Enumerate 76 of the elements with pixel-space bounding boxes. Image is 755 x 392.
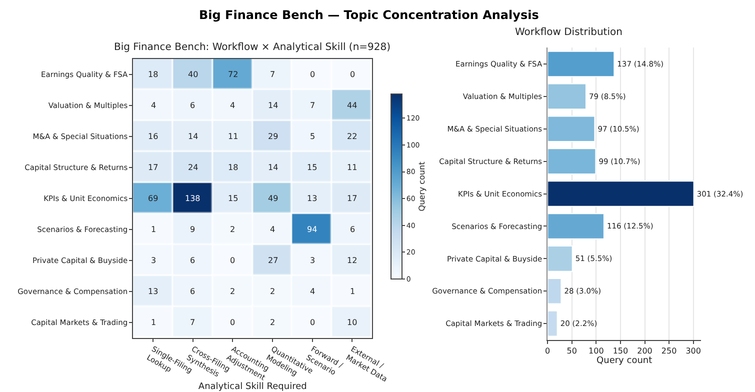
data-label: 0 <box>230 256 236 265</box>
data-label: 29 <box>268 132 278 141</box>
x-tick-label: 50 <box>566 346 577 356</box>
x-tick-label: 100 <box>588 346 604 356</box>
data-label: 24 <box>188 163 198 172</box>
data-label: 16 <box>148 132 158 141</box>
data-label: 6 <box>190 256 196 265</box>
data-label: 9 <box>190 225 196 234</box>
bar <box>548 116 596 142</box>
bar <box>548 83 586 110</box>
data-label: 14 <box>268 101 278 110</box>
data-label: 17 <box>148 163 158 172</box>
data-label: 0 <box>310 318 316 327</box>
data-label: 7 <box>270 70 276 79</box>
data-label: 49 <box>268 194 278 203</box>
bar <box>548 213 604 240</box>
data-label: 2 <box>230 225 236 234</box>
data-label: 69 <box>148 194 158 203</box>
data-label: 40 <box>188 70 198 79</box>
data-label: 1 <box>151 225 156 234</box>
data-label: 6 <box>350 225 356 234</box>
data-label: 4 <box>230 101 236 110</box>
data-label: 138 <box>185 194 200 203</box>
data-label: 1 <box>350 287 356 296</box>
data-label: 14 <box>188 132 198 141</box>
x-tick-label: 200 <box>637 346 652 356</box>
x-tick-label: 250 <box>661 346 677 356</box>
chart-subtitle: Big Finance Bench: Workflow × Analytical Skill (n=928) <box>114 42 391 53</box>
data-label: 15 <box>307 163 318 172</box>
data-label: 4 <box>310 287 316 296</box>
data-label: 4 <box>270 225 276 234</box>
data-label: 4 <box>151 101 156 110</box>
data-label: 94 <box>307 225 318 234</box>
data-label: 11 <box>228 132 238 141</box>
data-label: 10 <box>347 318 358 327</box>
x-axis-title: Query count <box>596 356 653 366</box>
data-label: 18 <box>228 163 238 172</box>
data-label: 18 <box>148 70 158 79</box>
data-label: 15 <box>228 194 238 203</box>
x-tick-label: 0 <box>545 346 550 356</box>
bar <box>548 278 562 304</box>
data-label: 7 <box>310 101 316 110</box>
x-tick-label: 150 <box>612 346 628 356</box>
data-label: 6 <box>190 101 196 110</box>
bar <box>548 310 558 337</box>
data-label: 11 <box>347 163 358 172</box>
data-label: 7 <box>190 318 196 327</box>
data-label: 27 <box>268 256 278 265</box>
data-label: 22 <box>347 132 358 141</box>
data-label: 2 <box>230 287 236 296</box>
data-label: 12 <box>347 256 358 265</box>
data-label: 6 <box>190 287 196 296</box>
bar <box>548 180 694 207</box>
data-label: 0 <box>350 70 356 79</box>
data-label: 3 <box>151 256 156 265</box>
x-tick-label: 300 <box>686 346 701 356</box>
chart-title: Workflow Distribution <box>515 27 622 38</box>
data-label: 1 <box>151 318 156 327</box>
data-label: 44 <box>347 101 358 110</box>
bar <box>548 148 596 174</box>
data-label: 13 <box>307 194 318 203</box>
data-label: 14 <box>268 163 278 172</box>
data-label: 5 <box>310 132 316 141</box>
data-label: 0 <box>230 318 236 327</box>
data-label: 2 <box>270 318 276 327</box>
data-label: 72 <box>228 70 238 79</box>
color-bar-title: Query count <box>417 162 426 212</box>
data-label: 0 <box>310 70 316 79</box>
data-label: 3 <box>310 256 316 265</box>
data-label: 13 <box>148 287 158 296</box>
x-axis-title: Analytical Skill Required <box>198 382 307 392</box>
bar <box>548 50 615 78</box>
bar <box>548 246 573 272</box>
data-label: 2 <box>270 287 276 296</box>
chart-title: Big Finance Bench — Topic Concentration Analysis <box>199 8 539 22</box>
data-label: 17 <box>347 194 358 203</box>
